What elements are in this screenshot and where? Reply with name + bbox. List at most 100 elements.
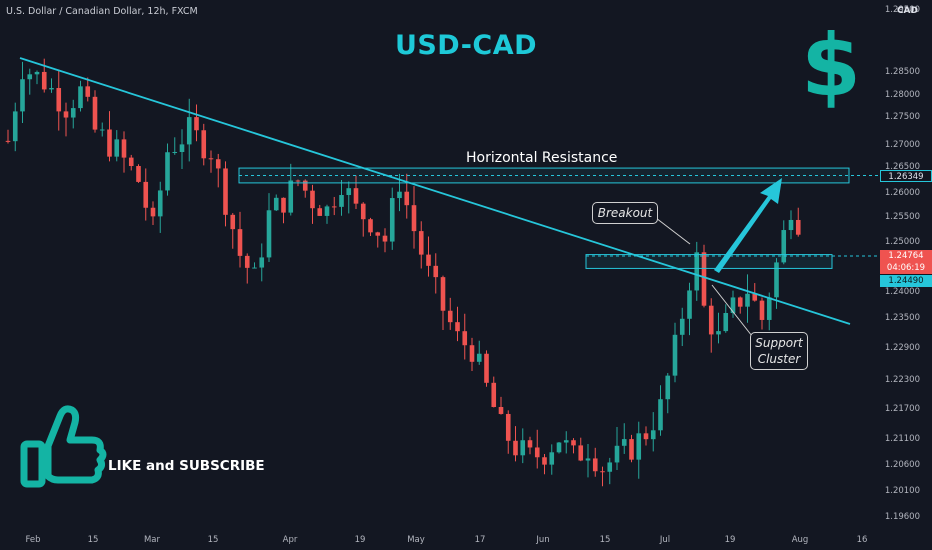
candle xyxy=(27,74,33,80)
candle xyxy=(578,445,584,461)
y-tick-label: 1.27500 xyxy=(885,112,920,122)
y-tick-label: 1.22300 xyxy=(885,375,920,385)
candle xyxy=(34,71,40,75)
candle xyxy=(266,210,272,258)
support-cluster-callout: Support Cluster xyxy=(750,332,808,370)
x-tick-label: Jun xyxy=(535,535,549,545)
candle xyxy=(78,86,83,109)
candle xyxy=(85,86,91,97)
candle xyxy=(107,129,112,157)
candle xyxy=(317,208,323,216)
candle xyxy=(92,96,98,130)
candle xyxy=(259,257,265,268)
candle xyxy=(752,293,758,301)
support-label-line2: Cluster xyxy=(757,352,801,366)
candle xyxy=(723,312,729,332)
candle xyxy=(447,310,453,323)
resistance-price-label: 1.26349 xyxy=(880,170,932,182)
candle xyxy=(252,267,257,269)
candle xyxy=(215,159,221,169)
candle xyxy=(353,188,359,204)
x-tick-label: May xyxy=(407,535,425,545)
x-tick-label: Apr xyxy=(283,535,298,545)
x-tick-label: Aug xyxy=(792,535,809,545)
candle xyxy=(397,191,402,199)
candle xyxy=(128,157,134,167)
candle xyxy=(157,190,163,217)
support-zone xyxy=(585,254,833,269)
candle xyxy=(310,190,315,209)
candle xyxy=(549,452,555,465)
candle xyxy=(585,458,591,461)
candle xyxy=(672,334,678,376)
candle xyxy=(462,331,468,346)
candle xyxy=(41,71,47,90)
y-tick-label: 1.28500 xyxy=(885,67,920,77)
candle xyxy=(179,144,185,152)
candle xyxy=(607,462,613,472)
candle xyxy=(730,297,736,313)
candle xyxy=(491,382,497,408)
candle xyxy=(404,191,410,206)
candle xyxy=(571,440,576,446)
candle xyxy=(165,152,170,191)
candle xyxy=(774,262,779,298)
candle xyxy=(759,300,765,320)
candle xyxy=(708,305,714,335)
y-tick-label: 1.21700 xyxy=(885,404,920,414)
candle xyxy=(208,158,214,160)
countdown-label: 04:06:19 xyxy=(880,262,932,274)
y-tick-label: 1.23500 xyxy=(885,313,920,323)
breakout-callout: Breakout xyxy=(592,202,658,224)
candle xyxy=(433,265,439,278)
x-tick-label: Mar xyxy=(144,535,161,545)
candle xyxy=(121,139,127,158)
candle xyxy=(650,430,656,440)
candle xyxy=(600,471,605,473)
y-tick-label: 1.28000 xyxy=(885,90,920,100)
breakout-pointer xyxy=(655,217,691,245)
y-tick-label: 1.20100 xyxy=(885,486,920,496)
candle xyxy=(556,442,562,453)
y-tick-label: 1.19600 xyxy=(885,512,920,522)
candle xyxy=(201,130,207,159)
candle xyxy=(527,440,533,448)
candle xyxy=(542,457,547,465)
candle xyxy=(331,206,337,208)
candle xyxy=(273,197,279,211)
candle xyxy=(658,399,663,431)
candle xyxy=(288,180,294,213)
y-tick-label: 1.26000 xyxy=(885,188,920,198)
candle xyxy=(360,203,366,220)
y-tick-label: 1.20600 xyxy=(885,460,920,470)
candle xyxy=(150,207,156,217)
candle xyxy=(513,440,518,456)
candle xyxy=(295,180,301,182)
candle xyxy=(455,322,460,332)
candle xyxy=(687,290,692,319)
candle xyxy=(368,219,373,233)
support-price-label: 1.24490 xyxy=(880,275,932,287)
candle xyxy=(186,117,192,145)
candle xyxy=(643,433,649,440)
candle xyxy=(339,195,344,207)
candle xyxy=(665,375,671,400)
candle xyxy=(346,188,352,196)
breakout-label: Breakout xyxy=(597,206,653,220)
y-tick-label: 1.29500 xyxy=(885,5,920,15)
y-tick-label: 1.25000 xyxy=(885,237,920,247)
trendline xyxy=(19,57,851,325)
candle xyxy=(114,139,120,157)
y-tick-label: 1.26500 xyxy=(885,162,920,172)
candle xyxy=(237,229,243,256)
instrument-header: U.S. Dollar / Canadian Dollar, 12h, FXCM xyxy=(6,6,198,17)
candle xyxy=(389,198,395,242)
thumbs-up-icon xyxy=(20,405,107,488)
x-tick-label: 19 xyxy=(725,535,736,545)
candle xyxy=(244,255,250,268)
candle xyxy=(49,88,54,90)
candle xyxy=(520,440,526,456)
candle xyxy=(70,108,76,118)
